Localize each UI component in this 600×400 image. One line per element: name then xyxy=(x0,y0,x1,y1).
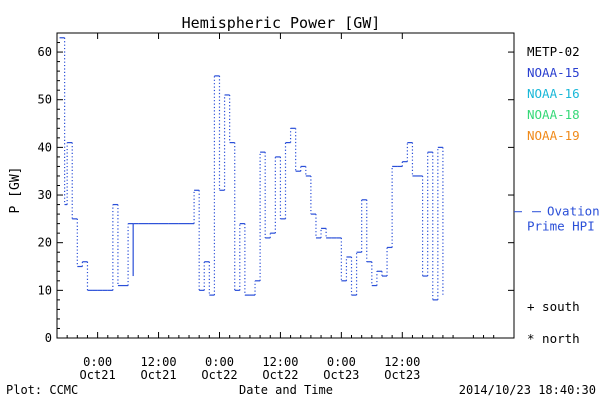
x-tick-date-label: Oct21 xyxy=(140,368,176,382)
chart-title: Hemispheric Power [GW] xyxy=(182,14,381,32)
y-tick-label: 20 xyxy=(38,236,52,250)
north-marker-label: * north xyxy=(527,331,580,346)
x-tick-date-label: Oct22 xyxy=(262,368,298,382)
legend-entry: NOAA-16 xyxy=(527,86,580,101)
legend-entry: NOAA-18 xyxy=(527,107,580,122)
x-tick-time-label: 0:00 xyxy=(205,355,234,369)
timestamp: 2014/10/23 18:40:30 xyxy=(459,383,596,397)
x-tick-date-label: Oct22 xyxy=(201,368,237,382)
legend-entry: NOAA-15 xyxy=(527,65,580,80)
axes-ticks: 01020304050600:00Oct2112:00Oct210:00Oct2… xyxy=(38,33,514,382)
x-tick-time-label: 12:00 xyxy=(140,355,176,369)
y-tick-label: 0 xyxy=(45,331,52,345)
y-tick-label: 10 xyxy=(38,283,52,297)
x-tick-date-label: Oct23 xyxy=(323,368,359,382)
x-axis-label: Date and Time xyxy=(239,383,333,397)
south-marker-label: + south xyxy=(527,299,580,314)
plot-frame xyxy=(56,32,515,339)
x-tick-time-label: 0:00 xyxy=(327,355,356,369)
y-tick-label: 60 xyxy=(38,45,52,59)
data-series xyxy=(59,37,444,301)
legend: METP-02 NOAA-15 NOAA-16 NOAA-18 NOAA-19 xyxy=(527,44,580,143)
ovation-label-2: Prime HPI xyxy=(527,219,595,234)
legend-entry: METP-02 xyxy=(527,44,580,59)
y-tick-label: 30 xyxy=(38,188,52,202)
y-tick-label: 40 xyxy=(38,140,52,154)
x-tick-date-label: Oct23 xyxy=(384,368,420,382)
legend-entry: NOAA-19 xyxy=(527,128,580,143)
x-tick-time-label: 0:00 xyxy=(83,355,112,369)
ovation-label: Ovation xyxy=(547,204,600,219)
y-tick-label: 50 xyxy=(38,93,52,107)
y-axis-label: P [GW] xyxy=(8,167,23,214)
x-tick-time-label: 12:00 xyxy=(384,355,420,369)
x-tick-time-label: 12:00 xyxy=(262,355,298,369)
x-tick-date-label: Oct21 xyxy=(80,368,116,382)
plot-credit: Plot: CCMC xyxy=(6,383,78,397)
